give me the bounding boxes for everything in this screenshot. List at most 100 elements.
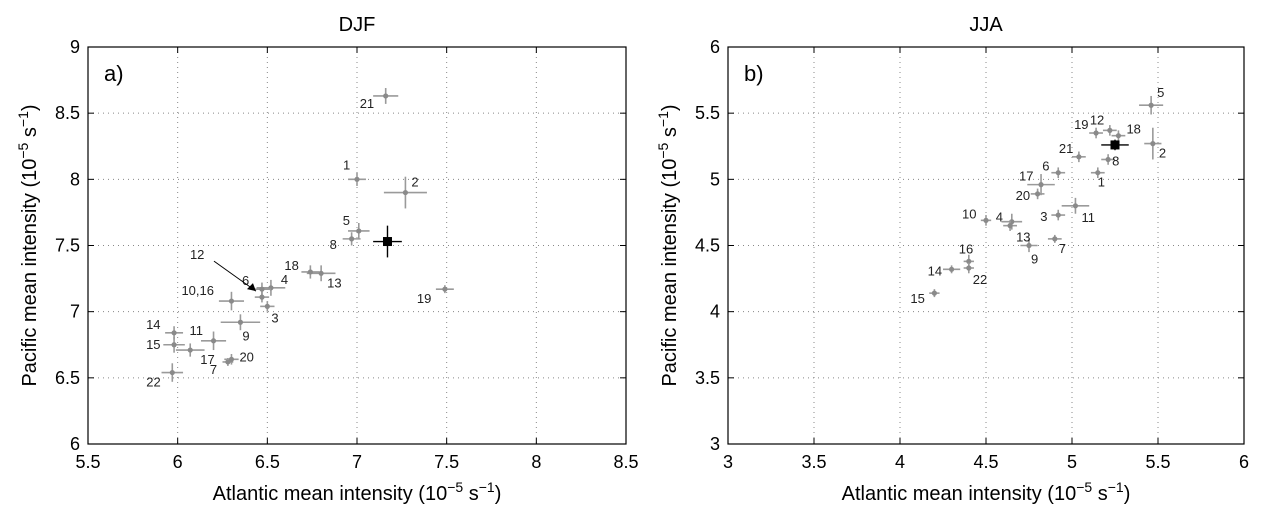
data-point: 22 bbox=[963, 262, 987, 287]
x-tick-label: 5 bbox=[1067, 452, 1077, 472]
point-label: 16 bbox=[959, 241, 973, 256]
reference-point bbox=[1101, 139, 1129, 151]
x-axis-label-close: ) bbox=[495, 483, 502, 505]
plot-frame bbox=[727, 46, 1245, 445]
data-point: 21 bbox=[1059, 141, 1086, 163]
djf-panel: 5.5 6 6.5 7 7.5 8 8.566.577.588.59DJFa)Atlanti… bbox=[15, 14, 639, 505]
data-point: 7 bbox=[1047, 234, 1066, 256]
point-label: 11 bbox=[1081, 210, 1095, 225]
point-marker bbox=[349, 236, 355, 242]
x-tick-label: 5.5 bbox=[75, 452, 100, 472]
y-tick-label: 6 bbox=[70, 434, 80, 454]
point-label: 18 bbox=[1126, 122, 1140, 137]
x-tick-label: 6 bbox=[173, 452, 183, 472]
annotation-arrow-label: 12 bbox=[190, 247, 204, 262]
x-axis-label-close: ) bbox=[1124, 483, 1131, 505]
data-point: 1 bbox=[1090, 167, 1105, 190]
data-point: 8 bbox=[1101, 153, 1119, 168]
point-label: 6 bbox=[1042, 159, 1049, 174]
x-tick-label: 8.5 bbox=[613, 452, 638, 472]
data-point: 9 bbox=[1020, 238, 1038, 267]
y-tick-label: 3.5 bbox=[695, 368, 720, 388]
point-marker bbox=[1150, 141, 1156, 147]
x-axis-label-exponent: −5 bbox=[1076, 479, 1092, 495]
y-axis-label-exponent: −5 bbox=[655, 142, 671, 158]
reference-point bbox=[373, 225, 402, 258]
point-label: 18 bbox=[284, 258, 298, 273]
y-axis-label: Pacific mean intensity (10−5 s−1) bbox=[15, 104, 41, 386]
point-label: 7 bbox=[1059, 241, 1066, 256]
data-point: 5 bbox=[1139, 85, 1164, 115]
point-marker bbox=[264, 303, 270, 309]
point-marker bbox=[1055, 212, 1061, 218]
point-marker bbox=[210, 338, 217, 344]
point-marker bbox=[354, 176, 360, 182]
y-tick-label: 4 bbox=[710, 302, 720, 322]
x-tick-label: 3.5 bbox=[801, 452, 826, 472]
point-marker bbox=[1035, 191, 1041, 197]
point-label: 4 bbox=[996, 210, 1003, 225]
point-marker bbox=[442, 286, 448, 292]
point-label: 17 bbox=[200, 352, 214, 367]
point-marker bbox=[356, 228, 362, 234]
x-axis-label: Atlantic mean intensity (10−5 s−1) bbox=[213, 479, 502, 505]
y-axis-label-text: Pacific mean intensity (10 bbox=[659, 159, 681, 387]
x-axis-label-power: −1 bbox=[1108, 479, 1124, 495]
panel-label: b) bbox=[744, 61, 764, 86]
point-marker bbox=[237, 319, 244, 325]
point-label: 7 bbox=[210, 362, 217, 377]
data-point: 5 bbox=[343, 213, 370, 239]
x-tick-label: 3 bbox=[723, 452, 733, 472]
x-axis-label-power: −1 bbox=[479, 479, 495, 495]
plot-frame bbox=[87, 46, 627, 445]
x-tick-label: 4 bbox=[895, 452, 905, 472]
point-marker bbox=[1107, 127, 1113, 133]
data-point: 9 bbox=[220, 314, 261, 343]
point-marker bbox=[1055, 170, 1061, 176]
point-marker bbox=[1007, 223, 1013, 229]
point-label: 20 bbox=[239, 349, 253, 364]
reference-marker bbox=[1110, 140, 1120, 150]
data-point: 14 bbox=[928, 263, 961, 278]
data-point: 20 bbox=[1016, 188, 1045, 203]
y-tick-label: 9 bbox=[70, 37, 80, 57]
x-axis-label-exponent: −5 bbox=[447, 479, 463, 495]
point-label: 8 bbox=[330, 237, 337, 252]
x-tick-label: 6.5 bbox=[255, 452, 280, 472]
point-label: 6 bbox=[242, 273, 249, 288]
point-label: 20 bbox=[1016, 188, 1030, 203]
data-point bbox=[254, 291, 270, 303]
point-label: 14 bbox=[928, 263, 942, 278]
panel-label: a) bbox=[104, 61, 124, 86]
data-point: 18 bbox=[284, 258, 320, 279]
point-label: 1 bbox=[1098, 175, 1105, 190]
y-axis-label-power: −1 bbox=[655, 111, 671, 127]
y-axis-label-exponent: −5 bbox=[15, 142, 31, 158]
chart-title: JJA bbox=[969, 14, 1003, 36]
point-label: 15 bbox=[910, 291, 924, 306]
data-point: 2 bbox=[1144, 127, 1166, 161]
data-point: 6 bbox=[1042, 159, 1066, 179]
data-point: 13 bbox=[1003, 220, 1031, 245]
point-label: 2 bbox=[1159, 146, 1166, 161]
y-axis-label-text: Pacific mean intensity (10 bbox=[19, 159, 41, 387]
annotation-arrow-line bbox=[213, 260, 257, 292]
y-axis-label-close: ) bbox=[19, 104, 41, 111]
x-axis-label-text: Atlantic mean intensity (10 bbox=[842, 483, 1077, 505]
point-marker bbox=[259, 286, 265, 292]
point-label: 9 bbox=[242, 328, 249, 343]
point-marker bbox=[1105, 156, 1111, 163]
data-point: 17 bbox=[175, 343, 215, 367]
data-point: 3 bbox=[260, 301, 279, 325]
point-marker bbox=[1052, 236, 1058, 242]
point-label: 2 bbox=[411, 175, 418, 190]
data-point: 11 bbox=[190, 323, 227, 351]
point-marker bbox=[171, 330, 177, 336]
data-point: 19 bbox=[1074, 117, 1103, 139]
point-marker bbox=[1148, 102, 1154, 108]
point-marker bbox=[228, 356, 235, 362]
data-point: 14 bbox=[146, 317, 184, 340]
point-label: 13 bbox=[1016, 230, 1030, 245]
point-label: 19 bbox=[417, 291, 431, 306]
point-label: 11 bbox=[190, 323, 204, 338]
